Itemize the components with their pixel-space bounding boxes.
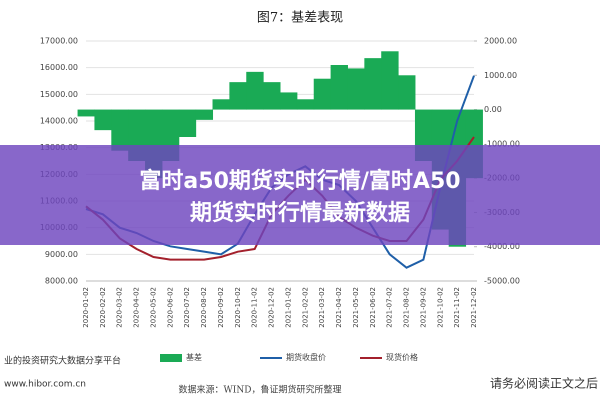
basis-bar xyxy=(313,78,332,110)
x-tick-label: 2021-04-02 xyxy=(335,287,343,328)
x-tick-label: 2020-07-02 xyxy=(183,287,191,328)
legend-label: 现货价格 xyxy=(386,352,418,362)
y-tick-label: 14000.00 xyxy=(40,117,78,126)
x-tick-label: 2020-04-02 xyxy=(133,287,141,328)
basis-bar xyxy=(246,71,264,110)
watermark-notice: 请务必阅读正文之后 xyxy=(490,376,598,391)
x-tick-label: 2021-08-02 xyxy=(403,287,411,328)
chart-title: 图7：基差表现 xyxy=(257,11,343,26)
source: 数据来源：WIND，鲁证期货研究所整理 xyxy=(179,384,342,396)
x-tick-label: 2021-01-02 xyxy=(284,287,292,328)
y2-tick-label: -5000.00 xyxy=(484,277,520,286)
overlay-headline: 期货实时行情最新数据 xyxy=(190,200,410,226)
basis-bar xyxy=(94,109,112,131)
watermark-platform: 业的投资研究大数据分享平台 xyxy=(4,355,121,367)
y2-tick-label: 1000.00 xyxy=(484,71,517,80)
x-tick-label: 2021-06-02 xyxy=(369,287,377,328)
y-tick-label: 9000.00 xyxy=(45,250,78,259)
x-tick-label: 2020-06-02 xyxy=(166,287,174,328)
x-tick-label: 2021-03-02 xyxy=(318,287,326,328)
x-tick-label: 2020-12-02 xyxy=(268,287,276,328)
basis-bar xyxy=(111,109,129,151)
basis-bar xyxy=(195,109,214,120)
y2-tick-label: -1000.00 xyxy=(484,139,520,148)
basis-bar xyxy=(212,99,230,110)
basis-bar xyxy=(77,109,95,117)
y2-tick-label: 0.00 xyxy=(484,105,502,114)
x-tick-label: 2020-08-02 xyxy=(200,287,208,328)
basis-bar xyxy=(280,92,298,110)
overlay-headline: 富时a50期货实时行情/富时A50 xyxy=(139,168,460,194)
basis-bar xyxy=(296,99,315,110)
x-tick-label: 2021-12-02 xyxy=(470,287,478,328)
x-tick-label: 2021-10-02 xyxy=(436,287,444,328)
legend-label: 期货收盘价 xyxy=(286,352,326,362)
y-tick-label: 8000.00 xyxy=(45,277,78,286)
basis-bar xyxy=(398,75,416,110)
basis-bar xyxy=(330,65,348,110)
basis-bar xyxy=(364,58,382,110)
legend-label: 基差 xyxy=(186,352,202,362)
y2-tick-label: 2000.00 xyxy=(484,37,517,46)
y-tick-label: 16000.00 xyxy=(40,63,78,72)
x-tick-label: 2021-02-02 xyxy=(301,287,309,328)
basis-bar xyxy=(381,51,399,110)
y-tick-label: 17000.00 xyxy=(40,37,78,46)
x-tick-label: 2020-01-02 xyxy=(82,287,90,328)
basis-bar xyxy=(178,109,197,137)
basis-bar xyxy=(229,82,247,110)
x-tick-label: 2020-02-02 xyxy=(99,287,107,328)
y2-tick-label: -4000.00 xyxy=(484,242,520,251)
basis-bar xyxy=(263,82,281,110)
x-tick-label: 2021-05-02 xyxy=(352,287,360,328)
overlay-banner xyxy=(0,145,600,245)
y-tick-label: 15000.00 xyxy=(40,90,78,99)
legend-swatch xyxy=(160,354,182,362)
x-tick-label: 2021-09-02 xyxy=(419,287,427,328)
x-tick-label: 2020-09-02 xyxy=(217,287,225,328)
x-tick-label: 2020-05-02 xyxy=(149,287,157,328)
x-tick-label: 2021-07-02 xyxy=(386,287,394,328)
x-tick-label: 2020-10-02 xyxy=(234,287,242,328)
basis-bar xyxy=(347,68,365,110)
x-tick-label: 2021-11-02 xyxy=(453,287,461,328)
watermark-url: www.hibor.com.cn xyxy=(4,380,86,390)
x-tick-label: 2020-03-02 xyxy=(116,287,124,328)
x-tick-label: 2020-11-02 xyxy=(251,287,259,328)
